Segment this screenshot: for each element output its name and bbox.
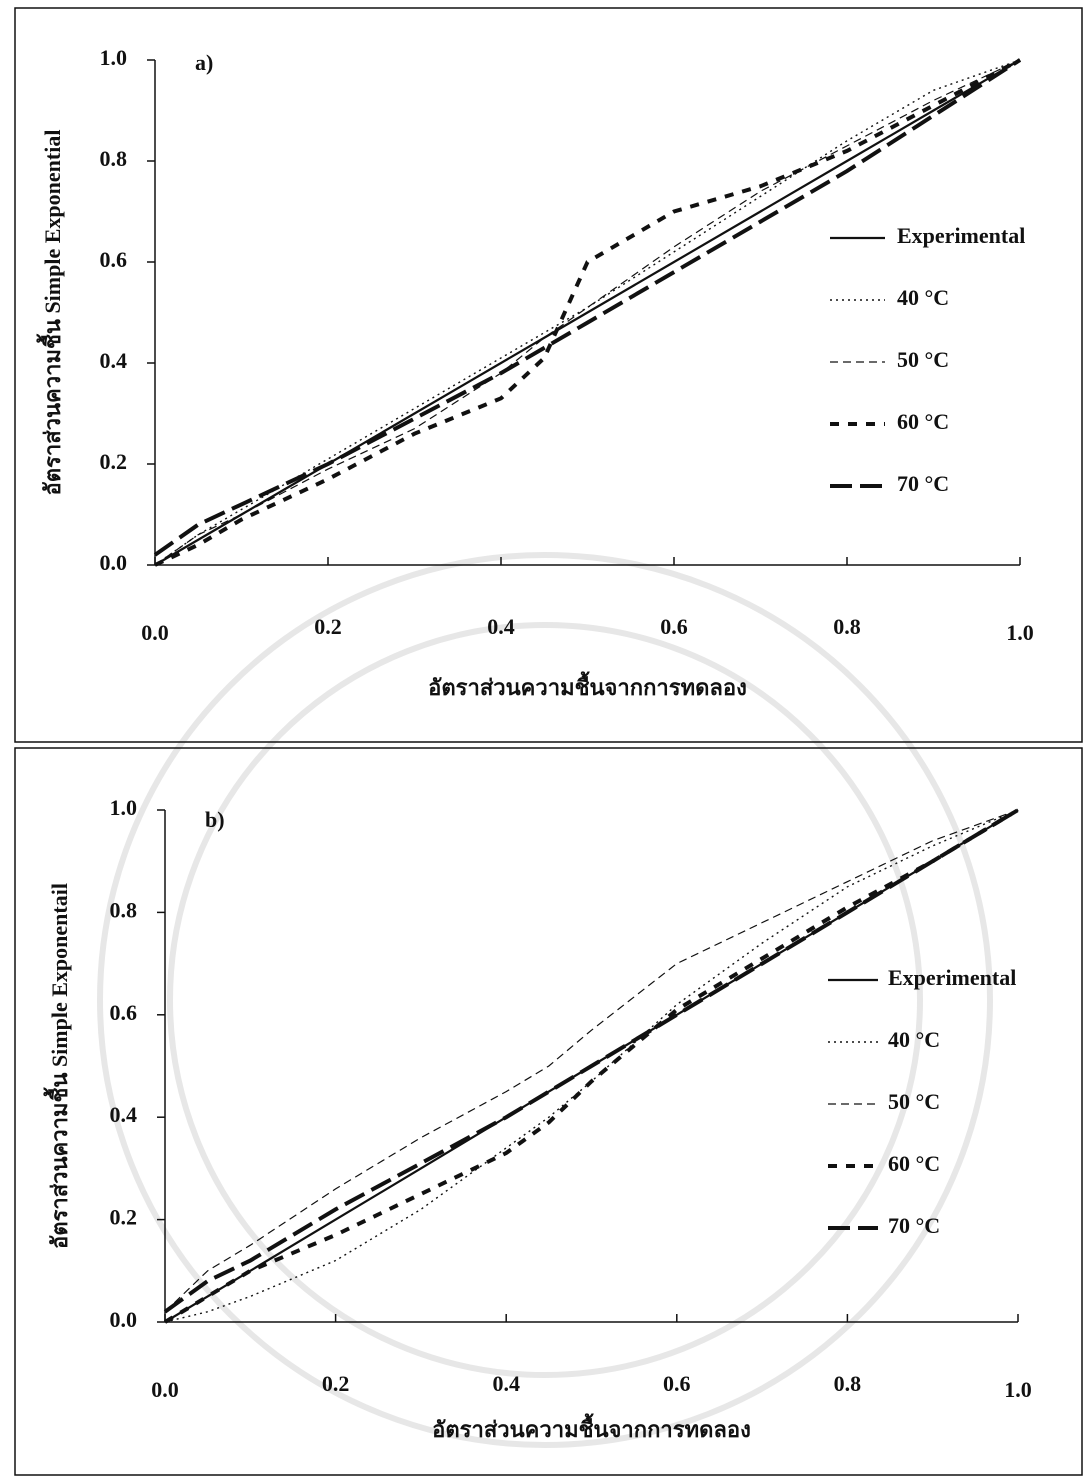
legend-label: Experimental — [897, 223, 1025, 248]
page: 0.0 0.2 0.4 0.6 0.8 1.0 0.0 0.2 0.4 0.6 0.8 1.0 อัตร… — [0, 0, 1084, 1478]
y-tick-label: 0.8 — [110, 897, 138, 922]
x-tick-label: 0.8 — [833, 614, 861, 639]
x-tick-label: 0.4 — [487, 614, 515, 639]
legend-label: 50 °C — [897, 347, 949, 372]
x-tick-label: 0.0 — [141, 620, 169, 645]
y-tick-label: 0.4 — [110, 1102, 138, 1127]
series-line — [155, 60, 1020, 565]
x-tick-label: 0.8 — [834, 1371, 862, 1396]
x-tick-label: 0.2 — [314, 614, 342, 639]
x-axis-label: อัตราส่วนความชื้นจากการทดลอง — [432, 1413, 751, 1442]
legend-label: Experimental — [888, 965, 1016, 990]
legend-label: 70 °C — [888, 1213, 940, 1238]
y-tick-label: 0.2 — [100, 449, 128, 474]
legend-label: 50 °C — [888, 1089, 940, 1114]
y-tick-label: 0.0 — [110, 1307, 138, 1332]
y-axis-label: อัตราส่วนความชื้น Simple Exponential — [36, 130, 65, 496]
x-axis-label: อัตราส่วนความชื้นจากการทดลอง — [428, 671, 747, 700]
y-tick-label: 0.4 — [100, 348, 128, 373]
series-line — [155, 60, 1020, 555]
x-tick-label: 1.0 — [1004, 1377, 1032, 1402]
y-tick-label: 0.6 — [100, 247, 128, 272]
x-tick-label: 0.6 — [663, 1371, 691, 1396]
x-tick-label: 0.0 — [151, 1377, 179, 1402]
legend-label: 70 °C — [897, 471, 949, 496]
x-tick-label: 0.2 — [322, 1371, 350, 1396]
y-tick-label: 1.0 — [110, 795, 138, 820]
x-tick-label: 0.4 — [492, 1371, 520, 1396]
x-tick-label: 1.0 — [1006, 620, 1034, 645]
y-axis-label: อัตราส่วนความชื้น Simple Exponentail — [43, 883, 72, 1249]
legend-label: 60 °C — [888, 1151, 940, 1176]
y-tick-label: 0.6 — [110, 1000, 138, 1025]
y-tick-label: 1.0 — [100, 45, 128, 70]
legend-label: 60 °C — [897, 409, 949, 434]
y-tick-label: 0.8 — [100, 146, 128, 171]
legend-label: 40 °C — [888, 1027, 940, 1052]
panel-label: a) — [195, 50, 213, 75]
panel-label: b) — [205, 807, 225, 832]
legend-label: 40 °C — [897, 285, 949, 310]
y-tick-label: 0.0 — [100, 550, 128, 575]
y-tick-label: 0.2 — [110, 1205, 138, 1230]
x-tick-label: 0.6 — [660, 614, 688, 639]
